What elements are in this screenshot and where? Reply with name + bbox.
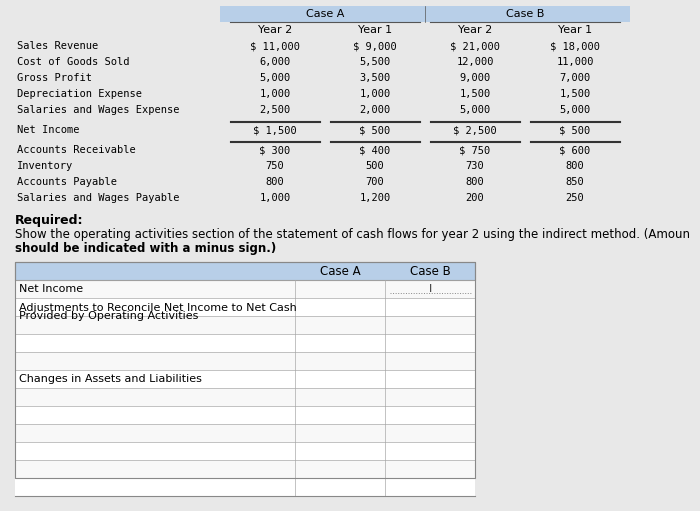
Bar [15, 460, 475, 478]
Text: Show the operating activities section of the statement of cash flows for year 2 : Show the operating activities section of… [15, 228, 690, 241]
Text: 7,000: 7,000 [559, 73, 591, 83]
Bar [15, 280, 475, 298]
Text: $ 1,500: $ 1,500 [253, 125, 297, 135]
Text: 6,000: 6,000 [260, 57, 290, 67]
Text: 3,500: 3,500 [359, 73, 391, 83]
Text: 1,000: 1,000 [260, 89, 290, 99]
Text: $ 500: $ 500 [559, 125, 591, 135]
Text: 800: 800 [566, 161, 584, 171]
Bar [15, 334, 475, 352]
Text: Case A: Case A [320, 265, 360, 277]
Text: $ 2,500: $ 2,500 [453, 125, 497, 135]
Text: Inventory: Inventory [17, 161, 73, 171]
Bar [15, 478, 475, 496]
Text: 800: 800 [466, 177, 484, 187]
Text: 9,000: 9,000 [459, 73, 491, 83]
Text: $ 400: $ 400 [359, 145, 391, 155]
Text: $ 500: $ 500 [359, 125, 391, 135]
Bar [15, 298, 475, 316]
Text: 5,000: 5,000 [459, 105, 491, 115]
Text: 250: 250 [566, 193, 584, 203]
Text: $ 11,000: $ 11,000 [250, 41, 300, 51]
Bar [15, 262, 475, 478]
Text: 1,500: 1,500 [559, 89, 591, 99]
Text: 1,500: 1,500 [459, 89, 491, 99]
Text: $ 21,000: $ 21,000 [450, 41, 500, 51]
Bar [15, 370, 475, 388]
Text: Accounts Payable: Accounts Payable [17, 177, 117, 187]
Text: Changes in Assets and Liabilities: Changes in Assets and Liabilities [19, 374, 202, 384]
Text: Gross Profit: Gross Profit [17, 73, 92, 83]
Bar [15, 406, 475, 424]
Text: Year 1: Year 1 [558, 25, 592, 35]
Bar [15, 262, 475, 280]
Text: 11,000: 11,000 [556, 57, 594, 67]
Text: Net Income: Net Income [19, 284, 83, 294]
Bar [15, 442, 475, 460]
Text: 850: 850 [566, 177, 584, 187]
Text: 2,500: 2,500 [260, 105, 290, 115]
Bar [15, 388, 475, 406]
Text: 2,000: 2,000 [359, 105, 391, 115]
Text: $ 18,000: $ 18,000 [550, 41, 600, 51]
Text: 730: 730 [466, 161, 484, 171]
Bar [220, 6, 630, 22]
Text: Case B: Case B [410, 265, 450, 277]
Text: $ 9,000: $ 9,000 [353, 41, 397, 51]
Text: 1,000: 1,000 [260, 193, 290, 203]
Text: 750: 750 [265, 161, 284, 171]
Text: 5,000: 5,000 [260, 73, 290, 83]
Text: 800: 800 [265, 177, 284, 187]
Text: 1,200: 1,200 [359, 193, 391, 203]
Text: Adjustments to Reconcile Net Income to Net Cash: Adjustments to Reconcile Net Income to N… [19, 303, 297, 313]
Text: Salaries and Wages Payable: Salaries and Wages Payable [17, 193, 179, 203]
Text: Year 1: Year 1 [358, 25, 392, 35]
Text: Cost of Goods Sold: Cost of Goods Sold [17, 57, 130, 67]
Text: Case A: Case A [306, 9, 344, 19]
Bar [15, 316, 475, 334]
Text: $ 750: $ 750 [459, 145, 491, 155]
Text: 5,000: 5,000 [559, 105, 591, 115]
Text: should be indicated with a minus sign.): should be indicated with a minus sign.) [15, 242, 276, 255]
Text: Salaries and Wages Expense: Salaries and Wages Expense [17, 105, 179, 115]
Text: 1,000: 1,000 [359, 89, 391, 99]
Text: $ 600: $ 600 [559, 145, 591, 155]
Text: 5,500: 5,500 [359, 57, 391, 67]
Text: 200: 200 [466, 193, 484, 203]
Text: Depreciation Expense: Depreciation Expense [17, 89, 142, 99]
Text: Year 2: Year 2 [258, 25, 292, 35]
Text: I: I [428, 284, 432, 294]
Bar [15, 352, 475, 370]
Text: 12,000: 12,000 [456, 57, 494, 67]
Text: Accounts Receivable: Accounts Receivable [17, 145, 136, 155]
Text: Case B: Case B [506, 9, 544, 19]
Text: $ 300: $ 300 [260, 145, 290, 155]
Text: Year 2: Year 2 [458, 25, 492, 35]
Bar [15, 424, 475, 442]
Text: Sales Revenue: Sales Revenue [17, 41, 98, 51]
Text: 700: 700 [365, 177, 384, 187]
Text: Provided by Operating Activities: Provided by Operating Activities [19, 311, 198, 321]
Text: Net Income: Net Income [17, 125, 80, 135]
Text: 500: 500 [365, 161, 384, 171]
Text: Required:: Required: [15, 214, 83, 227]
